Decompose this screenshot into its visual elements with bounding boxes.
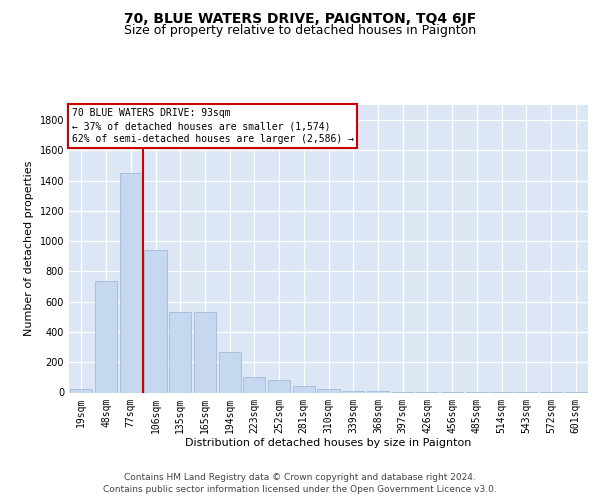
Y-axis label: Number of detached properties: Number of detached properties [24,161,34,336]
Bar [268,380,290,392]
Bar [95,280,117,392]
Bar [317,388,340,392]
Bar [342,391,364,392]
Bar [169,312,191,392]
Bar [243,378,265,392]
Text: Size of property relative to detached houses in Paignton: Size of property relative to detached ho… [124,24,476,37]
Bar [119,173,142,392]
Bar [145,250,167,392]
Bar [70,388,92,392]
Text: 70 BLUE WATERS DRIVE: 93sqm
← 37% of detached houses are smaller (1,574)
62% of : 70 BLUE WATERS DRIVE: 93sqm ← 37% of det… [71,108,353,144]
Bar [194,312,216,392]
Bar [218,352,241,393]
Text: Contains HM Land Registry data © Crown copyright and database right 2024.
Contai: Contains HM Land Registry data © Crown c… [103,472,497,494]
Bar [293,386,315,392]
Text: 70, BLUE WATERS DRIVE, PAIGNTON, TQ4 6JF: 70, BLUE WATERS DRIVE, PAIGNTON, TQ4 6JF [124,12,476,26]
X-axis label: Distribution of detached houses by size in Paignton: Distribution of detached houses by size … [185,438,472,448]
